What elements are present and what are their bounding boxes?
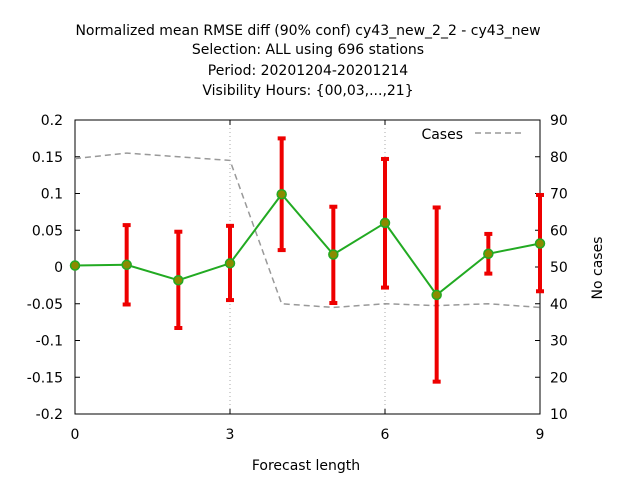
axis-ticks: 0 3 6 9 0.2 0.15 0.1 0.05 0 -0.05 -0.1 -0.15 -0.2 90 8…	[27, 113, 568, 443]
x-tick-label-0: 0	[71, 427, 80, 443]
y-tick-label-4: 0	[54, 260, 63, 276]
y-tick-label-8: -0.2	[36, 407, 63, 423]
cases-series	[74, 152, 541, 309]
y2-axis-label: No cases	[590, 237, 606, 300]
chart-title: Normalized mean RMSE diff (90% conf) cy4…	[75, 23, 540, 99]
legend-label-cases: Cases	[421, 127, 463, 143]
y-tick-label-5: -0.05	[27, 297, 63, 313]
y2-tick-label-8: 10	[550, 407, 568, 423]
y2-tick-label-3: 60	[550, 223, 568, 239]
y-tick-label-1: 0.15	[32, 150, 63, 166]
x-axis-label: Forecast length	[252, 458, 360, 474]
y2-tick-label-6: 30	[550, 334, 568, 350]
y-tick-label-6: -0.1	[36, 334, 63, 350]
x-tick-label-2: 6	[381, 427, 390, 443]
rmse-point-1	[121, 259, 132, 271]
y2-tick-label-0: 90	[550, 113, 568, 129]
rmse-point-5	[328, 249, 339, 260]
rmse-point-9	[534, 238, 546, 249]
title-line-1: Normalized mean RMSE diff (90% conf) cy4…	[75, 23, 540, 39]
title-line-4: Visibility Hours: {00,03,...,21}	[202, 83, 413, 99]
y-tick-label-3: 0.05	[32, 223, 63, 239]
rmse-point-6	[379, 217, 391, 229]
y2-tick-label-1: 80	[550, 150, 568, 166]
rmse-point-8	[483, 248, 494, 260]
y2-tick-label-4: 50	[550, 260, 568, 276]
rmse-point-3	[224, 258, 236, 269]
x-tick-label-3: 9	[536, 427, 545, 443]
y-tick-label-2: 0.1	[41, 187, 63, 203]
y-tick-label-7: -0.15	[27, 370, 63, 386]
rmse-series	[69, 188, 546, 301]
title-line-2: Selection: ALL using 696 stations	[192, 42, 424, 58]
grid-lines	[229, 120, 386, 414]
x-tick-label-1: 3	[226, 427, 235, 443]
y2-tick-label-7: 20	[550, 370, 568, 386]
y2-tick-label-2: 70	[550, 187, 568, 203]
rmse-point-0	[69, 260, 81, 271]
rmse-line	[74, 192, 541, 297]
cases-line	[74, 152, 541, 309]
rmse-point-2	[173, 274, 184, 286]
y2-tick-label-5: 40	[550, 297, 568, 313]
title-line-3: Period: 20201204-20201214	[208, 63, 408, 79]
legend: Cases	[421, 127, 521, 143]
rmse-point-4	[276, 188, 287, 200]
y-tick-label-0: 0.2	[41, 113, 63, 129]
rmse-point-7	[431, 289, 442, 301]
